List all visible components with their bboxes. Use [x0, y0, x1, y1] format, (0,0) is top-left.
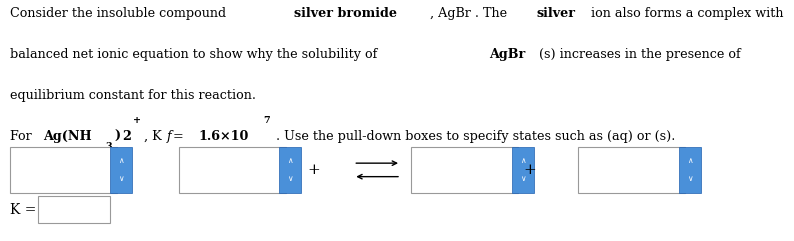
Text: balanced net ionic equation to show why the solubility of: balanced net ionic equation to show why … — [10, 48, 381, 61]
Bar — [578, 147, 685, 193]
Text: 2: 2 — [122, 130, 131, 143]
Text: +: + — [133, 116, 141, 125]
Bar — [679, 147, 701, 193]
Text: ∧: ∧ — [287, 156, 293, 165]
Text: K =: K = — [10, 203, 36, 217]
Text: =: = — [173, 130, 192, 143]
Text: For: For — [10, 130, 35, 143]
Text: ∨: ∨ — [287, 174, 293, 183]
Text: silver: silver — [536, 7, 576, 20]
Text: 1.6×10: 1.6×10 — [198, 130, 249, 143]
Text: +: + — [523, 163, 536, 177]
Text: Consider the insoluble compound: Consider the insoluble compound — [10, 7, 229, 20]
Text: silver bromide: silver bromide — [294, 7, 396, 20]
Text: ∨: ∨ — [520, 174, 526, 183]
Text: Ag(NH: Ag(NH — [43, 130, 91, 143]
Text: 7: 7 — [264, 116, 270, 125]
Bar — [38, 196, 110, 223]
Text: , K: , K — [144, 130, 161, 143]
Text: (s) increases in the presence of: (s) increases in the presence of — [535, 48, 746, 61]
Bar — [512, 147, 534, 193]
Text: AgBr: AgBr — [489, 48, 525, 61]
Bar — [10, 147, 117, 193]
Bar — [411, 147, 518, 193]
Text: . Use the pull-down boxes to specify states such as (aq) or (s).: . Use the pull-down boxes to specify sta… — [272, 130, 675, 143]
Text: f: f — [167, 130, 172, 143]
Text: ∨: ∨ — [687, 174, 692, 183]
Text: ): ) — [114, 130, 120, 143]
Text: +: + — [307, 163, 320, 177]
Text: 3: 3 — [106, 142, 112, 151]
Text: equilibrium constant for this reaction.: equilibrium constant for this reaction. — [10, 89, 256, 102]
Bar — [110, 147, 133, 193]
Text: ∧: ∧ — [687, 156, 692, 165]
Bar — [279, 147, 302, 193]
Text: ion also forms a complex with: ion also forms a complex with — [587, 7, 787, 20]
Bar — [179, 147, 286, 193]
Text: ∧: ∧ — [118, 156, 124, 165]
Text: ∨: ∨ — [118, 174, 124, 183]
Text: ∧: ∧ — [520, 156, 526, 165]
Text: , AgBr . The: , AgBr . The — [426, 7, 511, 20]
